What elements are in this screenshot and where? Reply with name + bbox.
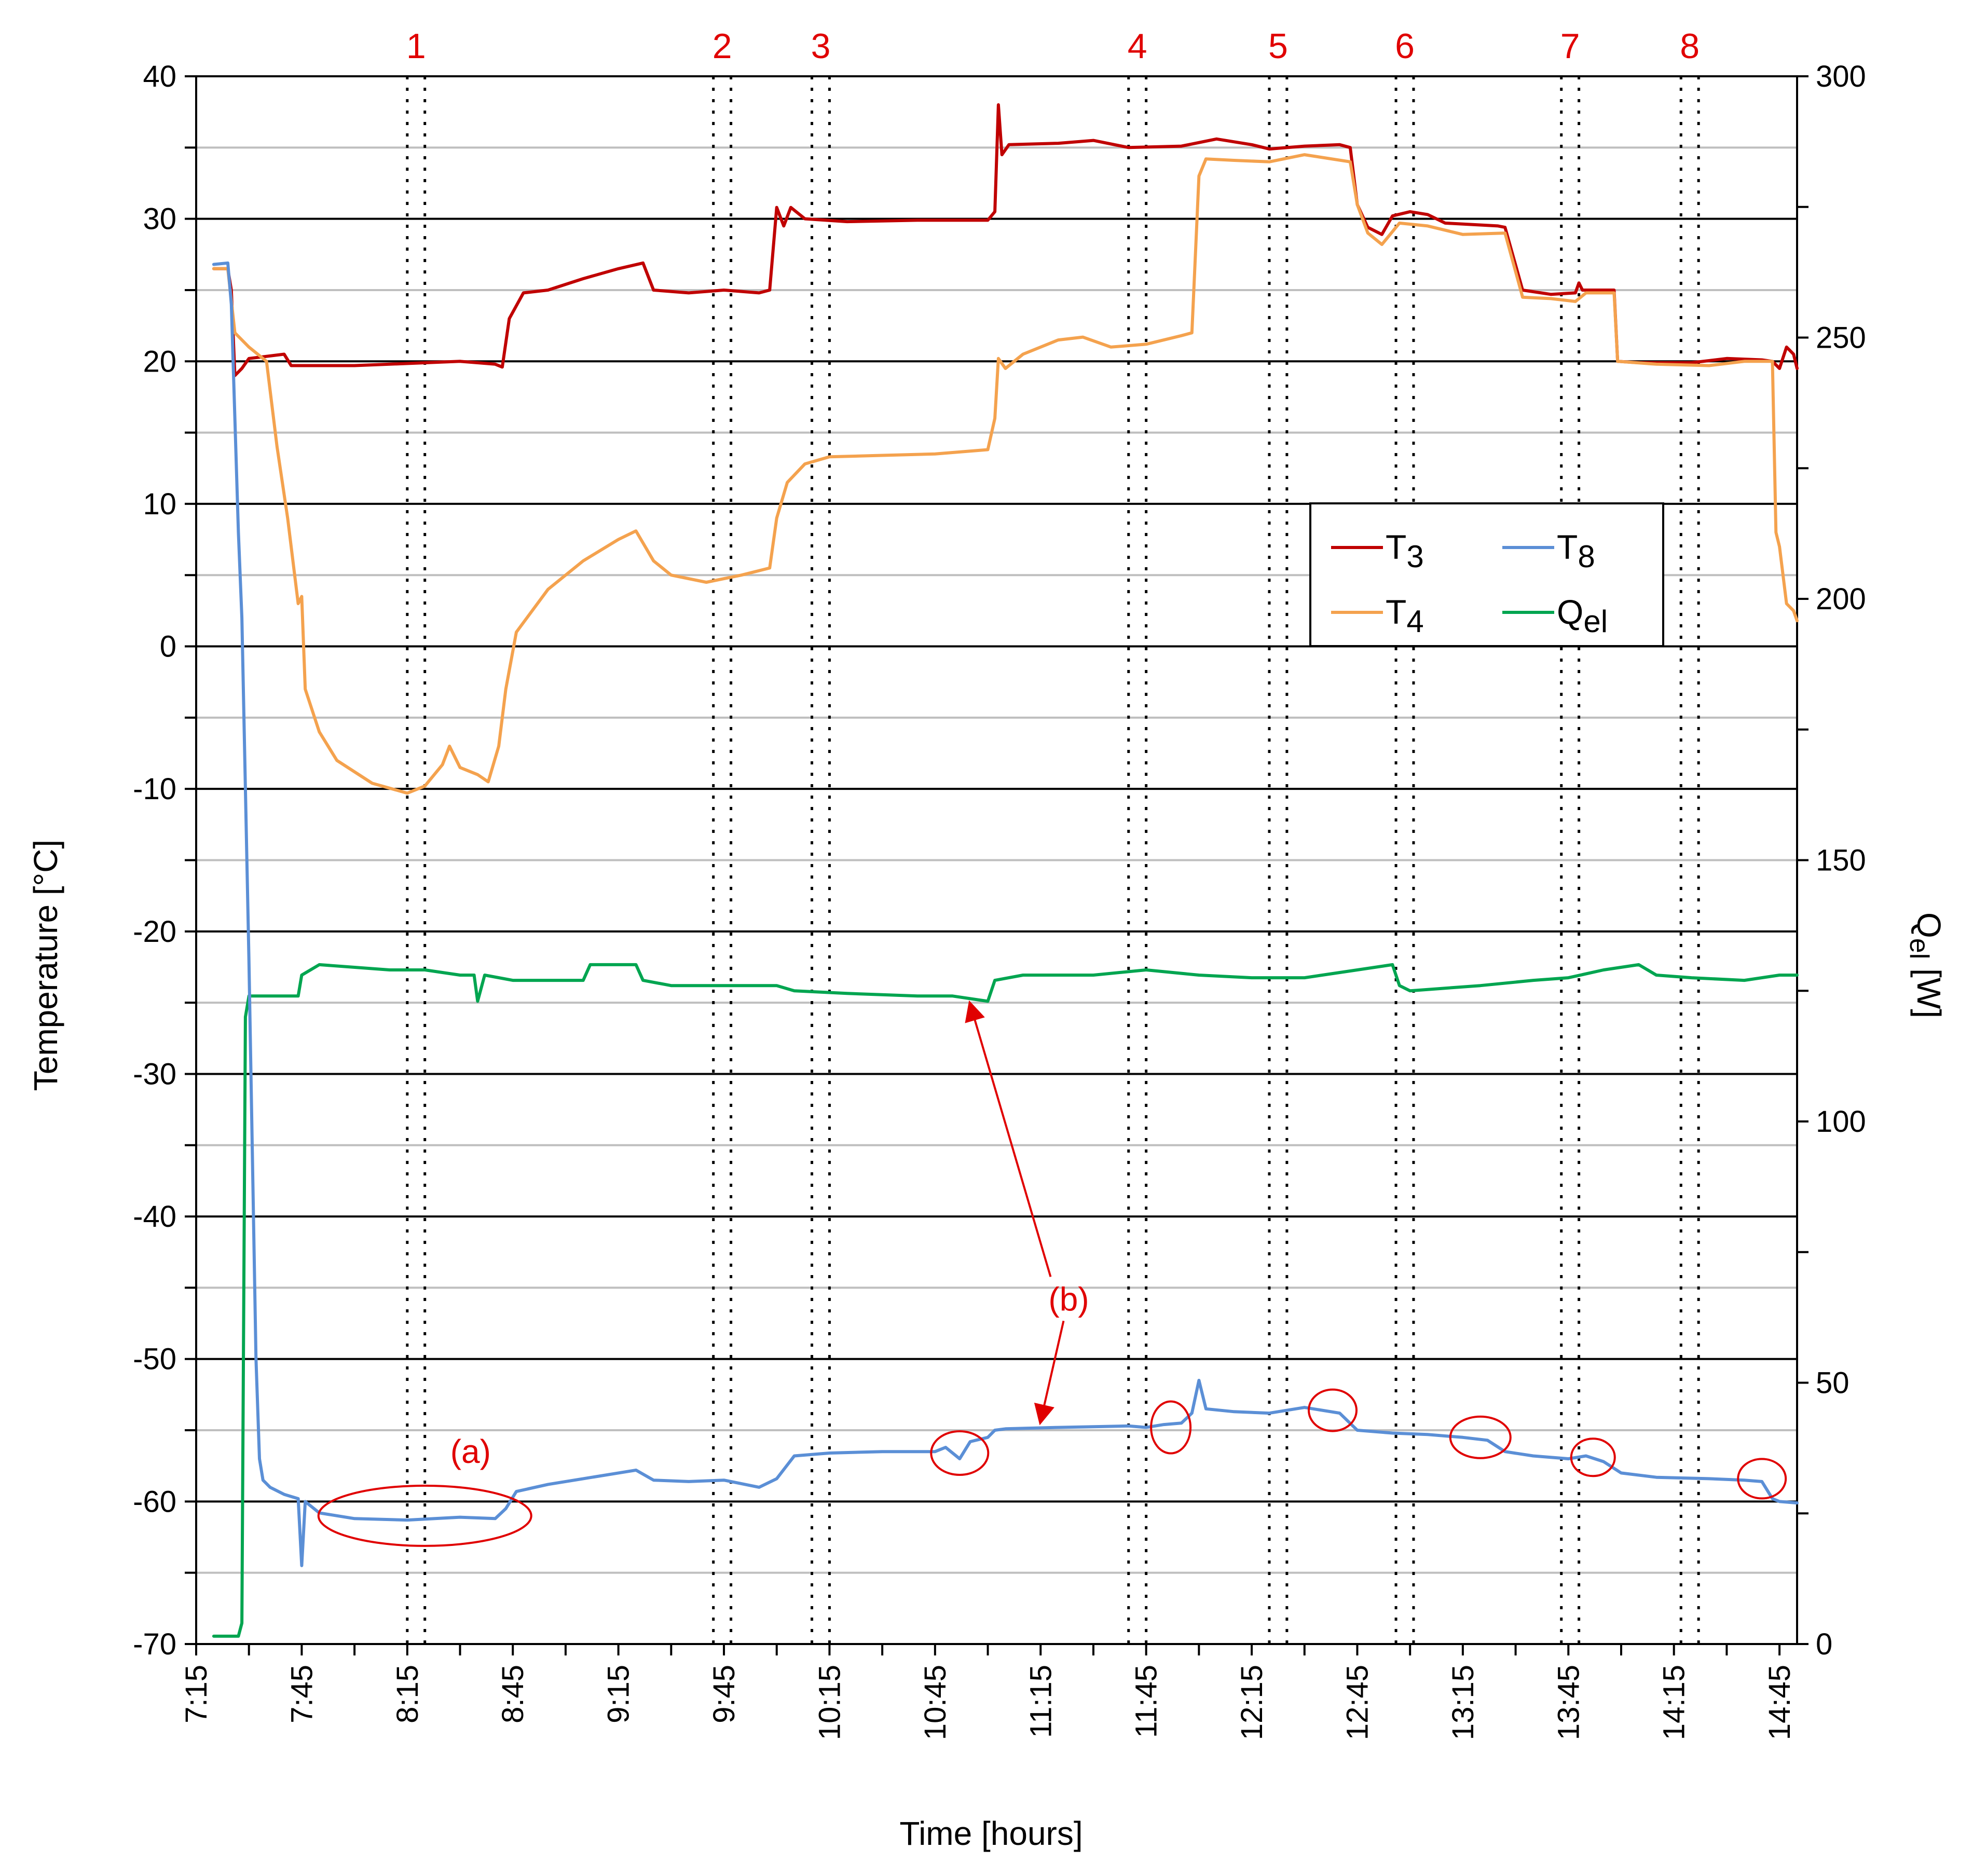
annotation-circle (1150, 1400, 1192, 1455)
legend-label-base: T (1386, 593, 1406, 631)
x-tick-label: 7:15 (180, 1665, 213, 1723)
period-label: 4 (1128, 26, 1147, 66)
y-left-tick-label: -10 (133, 772, 176, 806)
annotation-label-a: (a) (450, 1433, 491, 1470)
y-left-tick-label: 0 (160, 630, 176, 664)
legend-label-sub: 4 (1406, 604, 1423, 639)
x-tick-label: 13:45 (1552, 1665, 1585, 1740)
y-right-tick-label: 300 (1816, 60, 1866, 93)
x-tick-label: 9:15 (602, 1665, 636, 1723)
legend-label: T3 (1386, 528, 1424, 574)
period-label: 2 (713, 26, 732, 66)
legend-label-base: Q (1557, 593, 1583, 631)
x-tick-label: 14:45 (1763, 1665, 1797, 1740)
series-line-t3 (212, 103, 1799, 377)
legend-box (1309, 502, 1664, 647)
period-label: 6 (1395, 26, 1415, 66)
grid (196, 75, 1797, 1645)
y-axis-right-title-unit: [W] (1910, 959, 1948, 1018)
y-axis-right-title: Qel [W] (1904, 912, 1948, 1018)
annotation-ellipse-a (317, 1484, 532, 1547)
annotation-circle (930, 1430, 990, 1476)
legend-label-base: T (1557, 528, 1578, 566)
y-right-tick-label: 250 (1816, 321, 1866, 355)
legend-label-base: T (1386, 528, 1406, 566)
period-label: 3 (811, 26, 831, 66)
legend-label-sub: el (1583, 604, 1608, 639)
legend-label: T8 (1557, 528, 1595, 574)
y-left-tick-label: 30 (143, 202, 176, 236)
y-left-tick-label: 40 (143, 60, 176, 93)
x-tick-label: 9:45 (707, 1665, 741, 1723)
x-tick-label: 10:15 (813, 1665, 846, 1740)
annotation-circle (1449, 1415, 1512, 1459)
y-right-tick-label: 200 (1816, 582, 1866, 616)
x-tick-label: 8:15 (391, 1665, 424, 1723)
y-axis-right-title-base: Q (1910, 912, 1948, 938)
y-right-tick-label: 150 (1816, 844, 1866, 878)
annotation-arrow-b-qel (965, 1000, 1052, 1277)
annotation-circle (1308, 1388, 1358, 1432)
period-markers: 1 2 3 4 5 6 7 8 (406, 26, 1700, 1644)
y-left-tick-label: -70 (133, 1627, 176, 1661)
annotation-arrow-b-t8 (1034, 1320, 1065, 1426)
x-tick-label: 13:15 (1446, 1665, 1480, 1740)
y-left-tick-label: 20 (143, 345, 176, 378)
y-axis-left-title: Temperature [°C] (27, 840, 64, 1091)
x-axis-title: Time [hours] (899, 1815, 1083, 1852)
x-tick-label: 11:45 (1130, 1665, 1163, 1738)
series-lines (212, 103, 1799, 1638)
x-tick-label: 14:15 (1657, 1665, 1691, 1740)
legend-label: Qel (1557, 593, 1608, 639)
y-left-tick-label: -60 (133, 1485, 176, 1518)
y-left-tick-label: 10 (143, 487, 176, 521)
y-right-tick-label: 100 (1816, 1105, 1866, 1139)
y-left-tick-label: -50 (133, 1343, 176, 1376)
x-tick-label: 12:15 (1235, 1665, 1269, 1740)
legend-label-sub: 3 (1406, 539, 1423, 574)
y-axis-right-title-sub: el (1904, 938, 1934, 959)
period-label: 1 (406, 26, 426, 66)
legend-label: T4 (1386, 593, 1424, 639)
period-label: 7 (1560, 26, 1580, 66)
y-right-tick-label: 50 (1816, 1366, 1849, 1400)
x-tick-label: 8:45 (496, 1665, 530, 1723)
x-tick-label: 11:15 (1024, 1665, 1058, 1738)
annotations: (a) (b) (317, 1000, 1787, 1547)
y-left-tick-label: -20 (133, 915, 176, 949)
period-label: 5 (1268, 26, 1288, 66)
period-label: 8 (1680, 26, 1700, 66)
annotation-circle (1737, 1458, 1787, 1500)
series-line-t4 (212, 153, 1799, 795)
annotation-circle (1570, 1437, 1616, 1477)
annotation-label-b: (b) (1048, 1280, 1089, 1318)
series-line-t8 (212, 261, 1799, 1567)
x-tick-label: 10:45 (919, 1665, 952, 1740)
legend-label-sub: 8 (1578, 539, 1595, 574)
y-left-tick-label: -40 (133, 1200, 176, 1234)
axes: 403020100-10-20-30-40-50-60-703002502001… (133, 60, 1866, 1740)
series-line-qel (212, 963, 1799, 1638)
x-tick-label: 12:45 (1340, 1665, 1374, 1740)
x-tick-label: 7:45 (285, 1665, 319, 1723)
y-right-tick-label: 0 (1816, 1627, 1832, 1661)
y-left-tick-label: -30 (133, 1057, 176, 1091)
